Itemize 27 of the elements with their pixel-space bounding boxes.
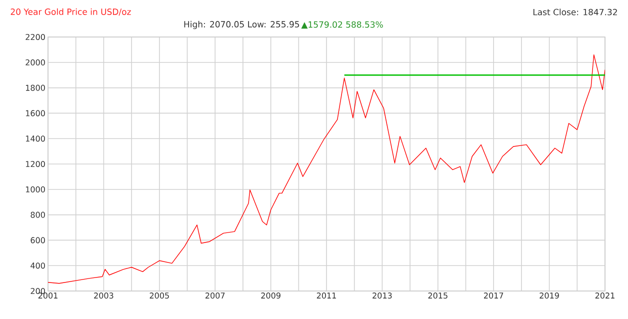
x-tick-label: 2003 [94,292,114,299]
y-tick-label: 2000 [26,59,45,66]
x-tick-label: 2005 [150,292,169,299]
x-tick-label: 2013 [372,292,392,299]
y-tick-label: 2200 [26,34,45,40]
x-tick-label: 2007 [206,292,225,299]
text: Last Close: 1847.32 [533,8,617,16]
x-tick-label: 2001 [38,292,58,299]
x-tick-label: 2017 [484,292,504,299]
y-tick-label: 800 [30,212,45,218]
x-tick-label: 2009 [261,292,280,299]
y-tick-label: 200 [30,288,45,294]
text: ▲1579.02 588.53% [301,21,383,29]
y-tick-label: 400 [30,262,45,269]
y-tick-label: 600 [30,237,45,244]
line-series [48,54,606,284]
x-tick-label: 2019 [540,292,559,299]
y-tick-label: 1600 [26,110,45,116]
y-tick-label: 1200 [26,160,45,168]
y-tick-label: 1400 [26,136,45,142]
y-tick-label: 1000 [26,186,45,192]
x-tick-label: 2021 [595,292,614,299]
chart-title: 20 Year Gold Price in USD/oz [10,8,131,16]
x-tick-label: 2015 [428,292,448,299]
text: High: 2070.05 Low: 255.95 [184,20,300,30]
y-tick-label: 1800 [26,84,45,91]
x-tick-label: 2011 [316,292,336,299]
